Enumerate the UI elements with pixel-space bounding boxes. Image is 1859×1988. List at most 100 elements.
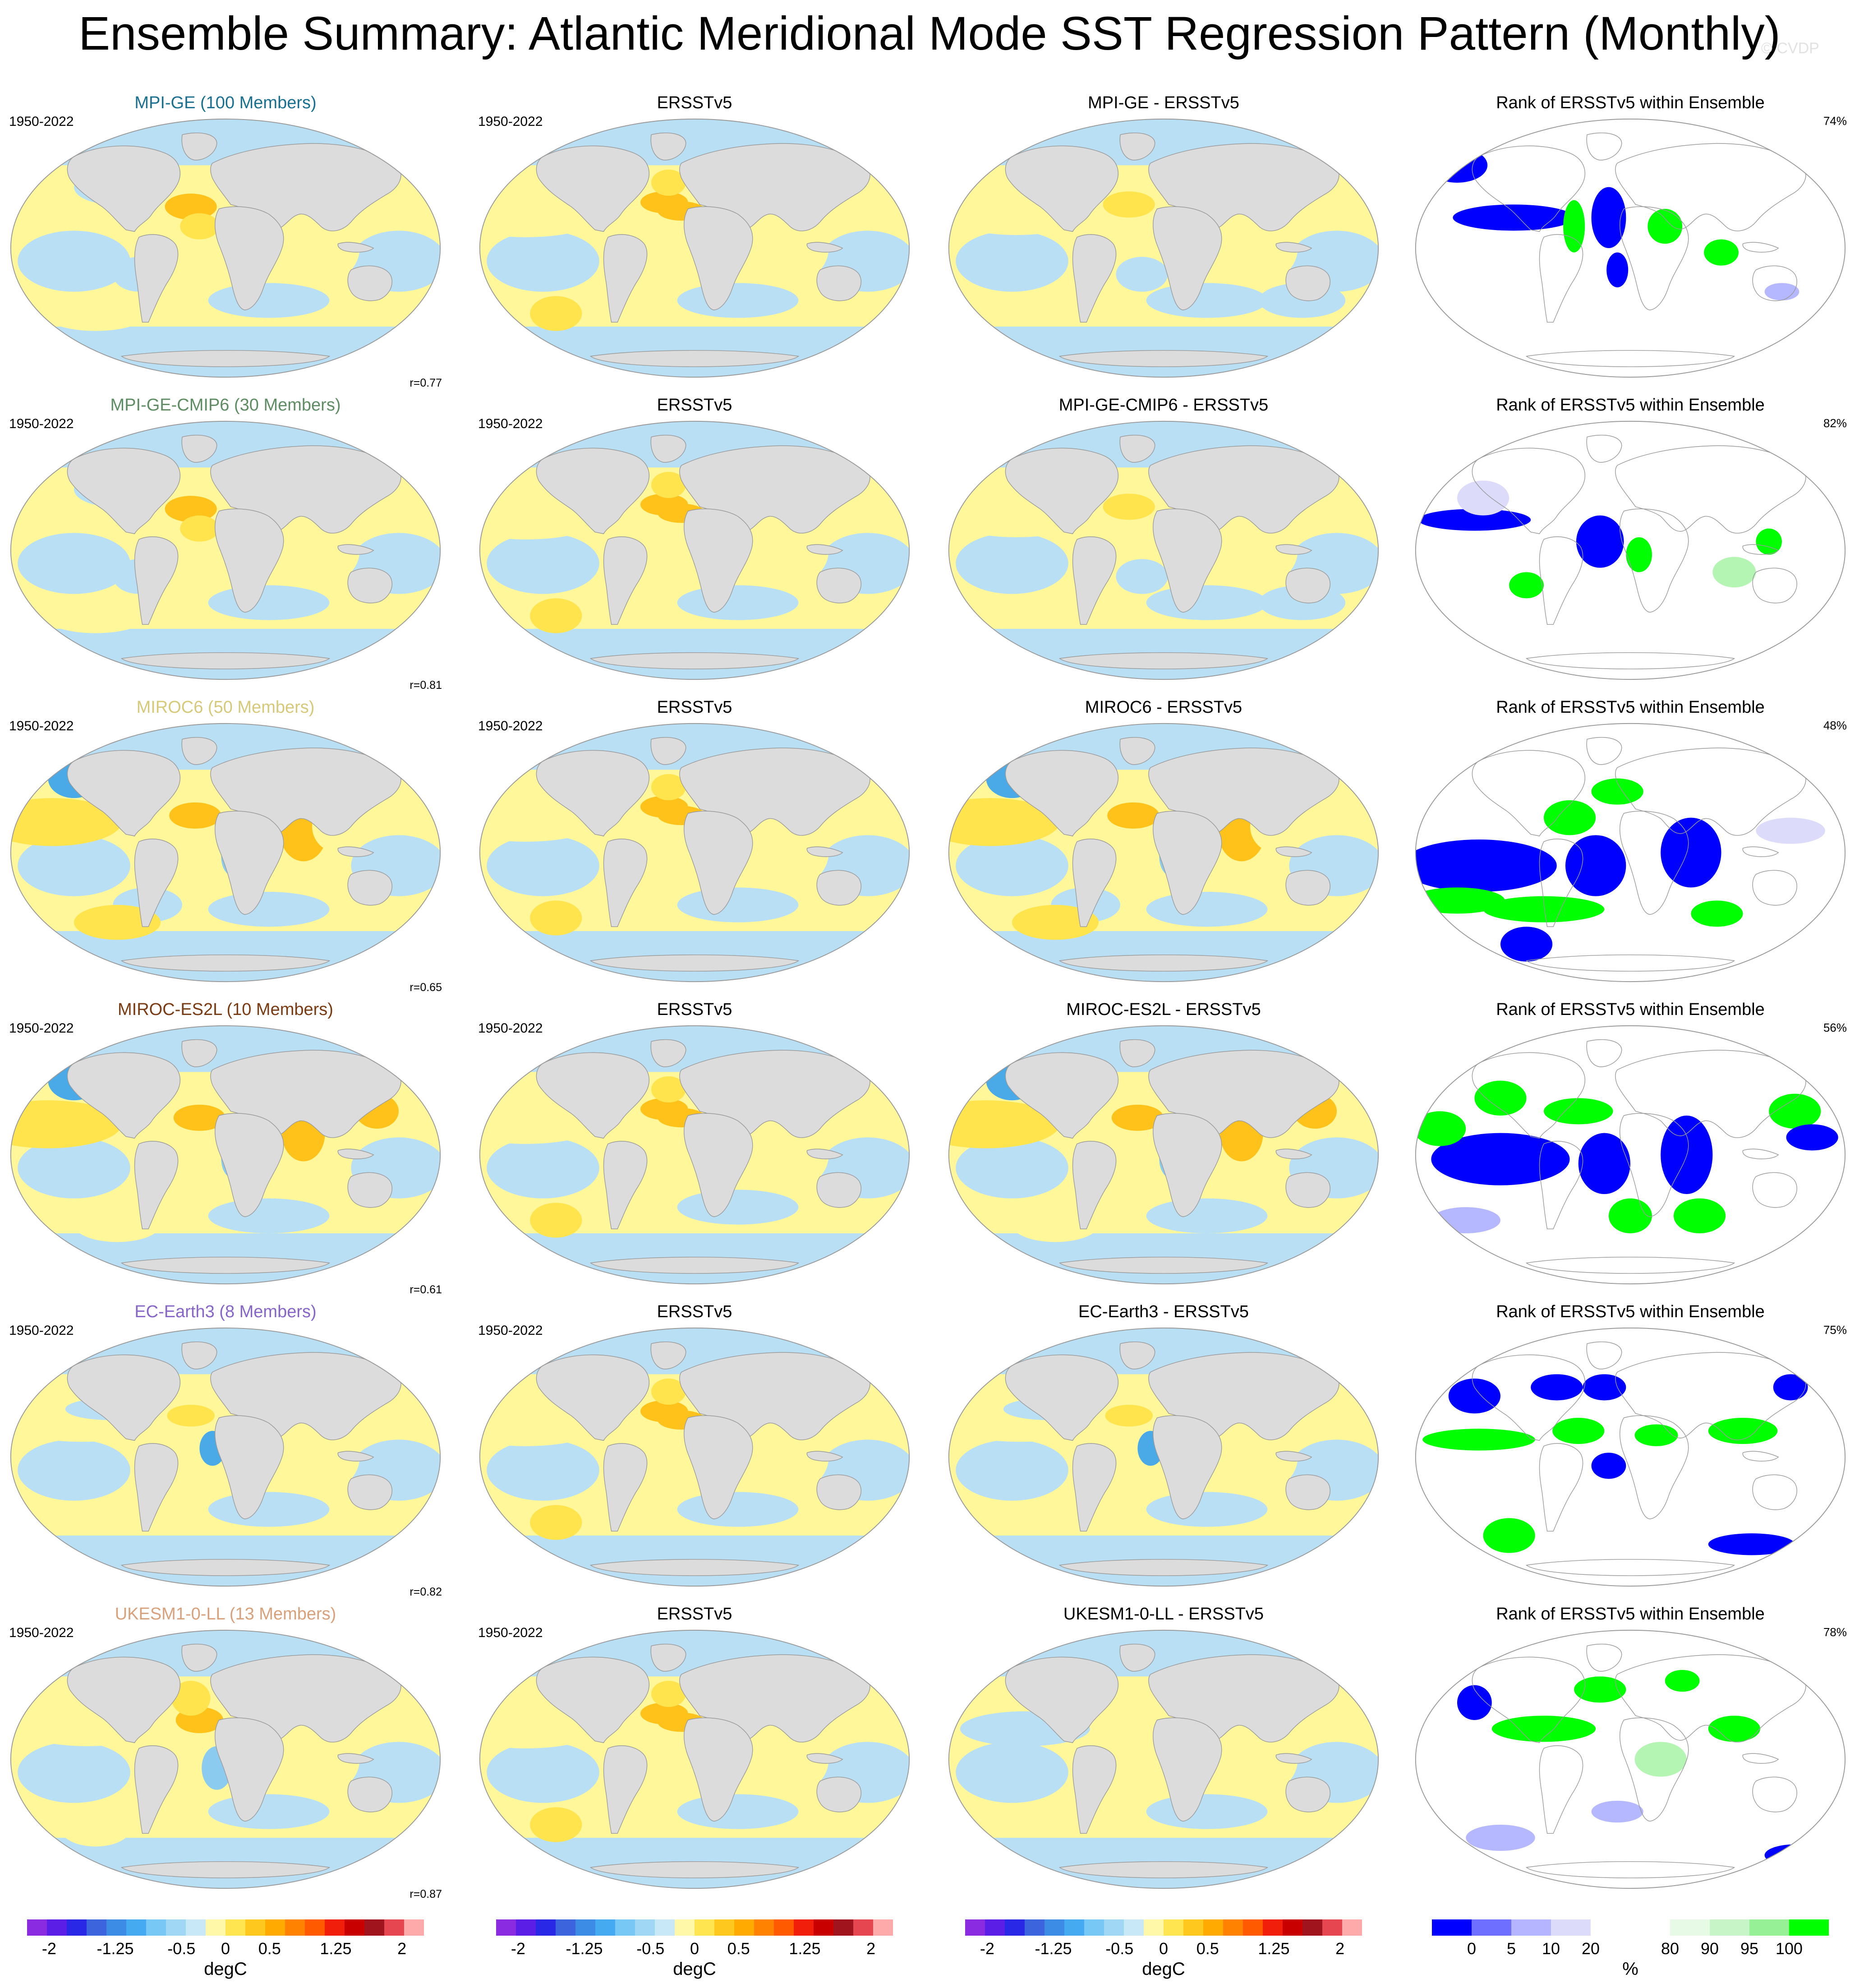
panel-title: Rank of ERSSTv5 within Ensemble xyxy=(1496,1000,1765,1019)
australia-landmass xyxy=(1285,1776,1330,1813)
north-america-outline xyxy=(1472,447,1586,535)
greenland-landmass xyxy=(1119,132,1155,161)
australia-landmass xyxy=(1285,1474,1330,1510)
europe-asia-landmass xyxy=(1148,1050,1339,1138)
sst-region xyxy=(956,231,1068,292)
map-sst xyxy=(10,723,441,982)
rank-region xyxy=(1483,1518,1535,1553)
sst-region xyxy=(487,1439,599,1501)
sst-region xyxy=(1012,905,1099,940)
colorbar-swatch xyxy=(1630,1919,1670,1936)
panel-ukesm1-0-ll-rank: Rank of ERSSTv5 within Ensemble 78% xyxy=(1414,1604,1847,1892)
colorbar-swatch xyxy=(27,1919,47,1936)
map-border xyxy=(1415,1629,1846,1889)
south-america-outline xyxy=(1539,536,1583,625)
map-border xyxy=(1415,420,1846,680)
sst-region xyxy=(10,198,122,224)
europe-asia-landmass xyxy=(210,143,401,231)
period-label: 1950-2022 xyxy=(9,1323,74,1338)
sst-region xyxy=(43,296,148,331)
australia-landmass xyxy=(816,1776,861,1813)
africa-landmass xyxy=(215,508,284,613)
sst-region xyxy=(956,835,1068,896)
map-sst xyxy=(948,1025,1379,1285)
rank-region xyxy=(1576,515,1624,568)
europe-asia-landmass xyxy=(210,445,401,534)
colorbar-tick-label: -0.5 xyxy=(636,1939,665,1958)
indonesia-outline xyxy=(1742,1149,1779,1159)
panel-title: ERSSTv5 xyxy=(657,698,732,717)
colorbar-unit-label: % xyxy=(1622,1959,1638,1979)
indonesia-landmass xyxy=(1275,242,1312,253)
sst-region xyxy=(956,1439,1068,1501)
rank-region xyxy=(1606,252,1629,287)
map-sst xyxy=(10,1629,441,1889)
australia-landmass xyxy=(1285,265,1330,301)
colorbar-tick-label: 0.5 xyxy=(258,1939,281,1958)
indonesia-outline xyxy=(1742,1451,1779,1462)
map-border xyxy=(948,420,1379,680)
rank-region xyxy=(1544,1098,1613,1125)
south-america-landmass xyxy=(603,1745,648,1834)
panel-ec-earth3-difference: EC-Earth3 - ERSSTv5 xyxy=(947,1301,1380,1590)
greenland-landmass xyxy=(1119,1643,1155,1672)
north-america-outline xyxy=(1472,750,1586,837)
rank-region xyxy=(1591,1453,1626,1479)
map-sst xyxy=(948,420,1379,680)
map-border xyxy=(1415,118,1846,378)
south-america-landmass xyxy=(134,536,179,625)
sst-region xyxy=(677,1794,799,1829)
sst-region xyxy=(1146,1198,1268,1233)
colorbar-swatch xyxy=(1342,1919,1362,1936)
map-sst xyxy=(479,118,910,378)
sst-region xyxy=(638,1172,673,1199)
colorbar-swatch xyxy=(794,1919,814,1936)
australia-outline xyxy=(1752,1172,1797,1208)
sst-region xyxy=(18,1742,130,1803)
sst-region xyxy=(956,533,1068,594)
panel-miroc-es2l-rank: Rank of ERSSTv5 within Ensemble 56% xyxy=(1414,999,1847,1288)
colorbar-tick-label: 0.5 xyxy=(1196,1939,1219,1958)
rank-region xyxy=(1426,148,1488,183)
antarctica-landmass xyxy=(120,1861,331,1878)
africa-landmass xyxy=(1153,811,1222,915)
greenland-landmass xyxy=(1119,434,1155,463)
colorbar-tick-label: 1.25 xyxy=(1258,1939,1290,1958)
australia-outline xyxy=(1752,1474,1797,1510)
colorbar-unit-label: degC xyxy=(204,1959,247,1979)
north-america-landmass xyxy=(1005,1052,1119,1139)
panel-miroc-es2l-observed: ERSSTv5 1950-2022 xyxy=(478,999,911,1288)
map-border xyxy=(1415,723,1846,982)
sst-region xyxy=(479,811,591,842)
panel-ukesm1-0-ll-observed: ERSSTv5 1950-2022 xyxy=(478,1604,911,1892)
africa-outline xyxy=(1620,206,1689,310)
sst-region xyxy=(180,213,219,240)
map-border xyxy=(479,118,910,378)
colorbar-swatch xyxy=(1283,1919,1303,1936)
period-label: 1950-2022 xyxy=(9,1625,74,1640)
panel-ec-earth3-observed: ERSSTv5 1950-2022 xyxy=(478,1301,911,1590)
sst-region xyxy=(1105,1405,1153,1427)
panel-title: MIROC-ES2L (10 Members) xyxy=(118,1000,333,1019)
colorbar-swatch xyxy=(1302,1919,1323,1936)
sst-region xyxy=(74,1207,161,1242)
sst-region xyxy=(677,283,799,318)
colorbar-tick-label: -2 xyxy=(980,1939,994,1958)
africa-landmass xyxy=(1153,1415,1222,1519)
indonesia-landmass xyxy=(1275,1451,1312,1462)
indonesia-landmass xyxy=(1275,846,1312,857)
rank-region xyxy=(1418,509,1531,531)
rank-region xyxy=(1431,1207,1500,1233)
map-rank xyxy=(1415,420,1846,680)
antarctica-landmass xyxy=(589,1861,800,1878)
sst-colorbar-2: -2 -1.25 -0.5 0 0.5 1.25 2 degC xyxy=(496,1919,893,1987)
panel-title: Rank of ERSSTv5 within Ensemble xyxy=(1496,1605,1765,1624)
europe-asia-landmass xyxy=(679,445,870,534)
map-sst xyxy=(10,1025,441,1285)
antarctica-landmass xyxy=(1058,1861,1269,1878)
colorbar-swatch xyxy=(754,1919,774,1936)
africa-outline xyxy=(1620,508,1689,613)
sst-region xyxy=(208,585,330,620)
north-america-outline xyxy=(1472,1052,1586,1139)
sst-region xyxy=(677,585,799,620)
